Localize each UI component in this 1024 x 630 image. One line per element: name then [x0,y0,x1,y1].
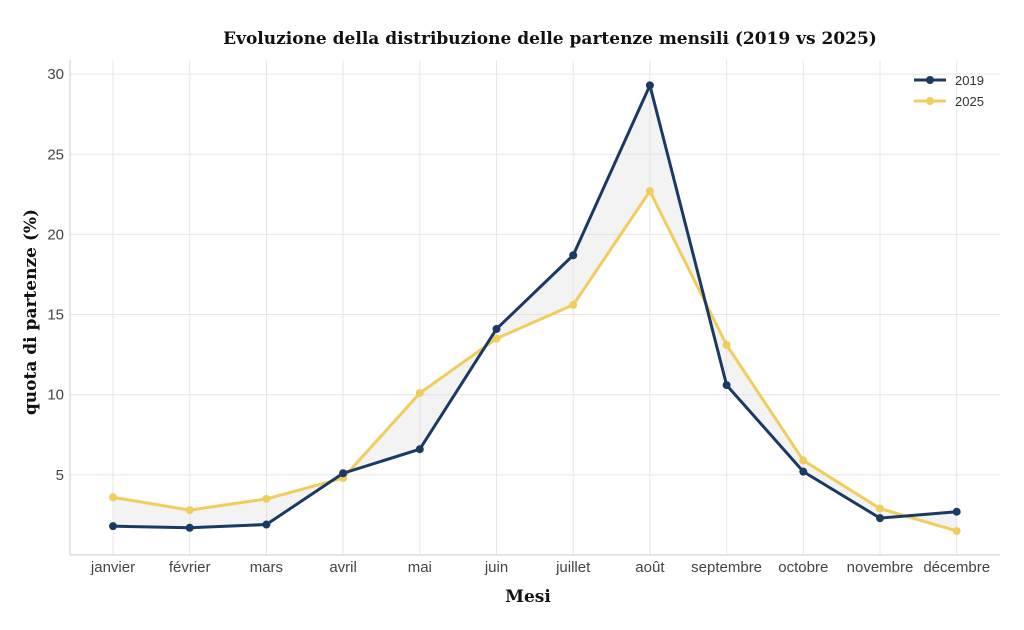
x-tick-label: février [169,559,211,576]
legend-swatch-marker [926,97,934,105]
data-point-2019 [415,445,424,454]
grid [70,60,1000,555]
data-point-2019 [799,467,808,476]
data-point-2025 [415,389,424,398]
y-tick-label: 20 [47,226,64,243]
data-point-2025 [799,456,808,465]
data-point-2019 [952,507,961,516]
data-point-2025 [569,300,578,309]
data-point-2019 [262,520,271,529]
series-line-2025 [112,189,958,533]
data-point-2019 [645,81,654,90]
x-tick-label: octobre [778,559,828,576]
fill-between-series [113,85,957,531]
data-point-2019 [569,251,578,260]
data-point-2019 [185,523,194,532]
y-tick-label: 5 [56,467,64,484]
data-point-2025 [876,504,884,513]
data-point-2019 [492,324,501,333]
x-tick-label: septembre [691,559,762,576]
data-point-2025 [492,334,501,343]
legend-swatch-marker [926,76,934,84]
fill-between-area [113,85,957,531]
x-tick-label: juin [484,559,508,576]
x-tick-label: juillet [555,559,591,576]
y-tick-label: 15 [47,307,64,324]
data-point-2025 [952,526,961,535]
y-tick-label: 25 [47,146,64,163]
x-tick-label: novembre [847,559,914,576]
data-point-2025 [185,506,194,515]
y-tick-label: 30 [47,66,64,83]
data-point-2019 [109,522,117,531]
data-point-2025 [722,341,731,350]
data-point-2025 [645,187,654,196]
chart-title: Evoluzione della distribuzione delle par… [223,29,877,49]
x-axis-title: Mesi [505,587,551,607]
y-tick-label: 10 [47,387,64,404]
x-tick-label: janvier [90,559,135,576]
y-axis-title: quota di partenze (%) [21,209,41,415]
legend: 2019 2025 [914,73,984,109]
x-tick-label: décembre [923,559,990,576]
x-tick-label: mars [250,559,283,576]
data-point-2019 [339,469,348,478]
data-point-2019 [876,514,884,523]
series-line-2019 [112,83,957,530]
legend-label: 2025 [955,94,984,109]
x-tick-label: mai [408,559,432,576]
data-point-2025 [262,494,271,503]
x-tick-label: août [635,559,665,576]
data-point-2025 [109,493,117,502]
data-point-2019 [722,381,731,390]
legend-label: 2019 [955,73,984,88]
x-tick-label: avril [329,559,357,576]
series-layer [109,81,961,535]
